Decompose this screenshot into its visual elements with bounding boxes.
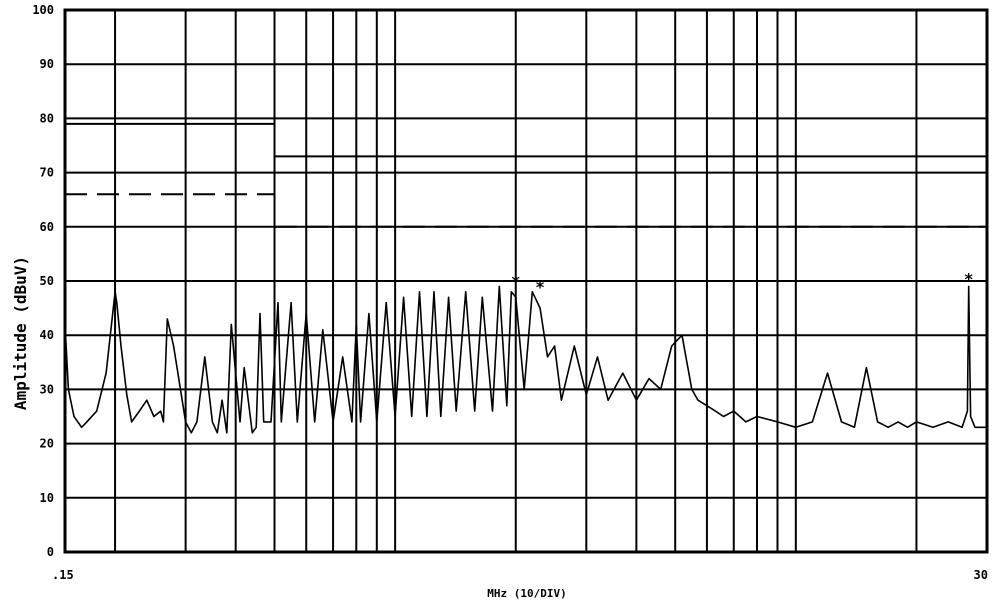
x-tick-label: .15	[52, 568, 74, 582]
peak-marker: *	[535, 277, 545, 296]
y-tick-label: 90	[40, 57, 54, 71]
limit-lines	[65, 122, 987, 228]
x-tick-label: 30	[974, 568, 988, 582]
y-tick-label: 60	[40, 220, 54, 234]
plot-frame	[63, 8, 989, 554]
y-tick-label: 10	[40, 491, 54, 505]
peak-marker: *	[511, 272, 521, 291]
y-tick-label: 80	[40, 111, 54, 125]
peak-marker: *	[964, 269, 974, 288]
y-tick-label: 20	[40, 437, 54, 451]
y-tick-label: 70	[40, 166, 54, 180]
y-tick-label: 30	[40, 382, 54, 396]
x-axis-title: MHz (10/DIV)	[487, 587, 566, 600]
y-tick-label: 40	[40, 328, 54, 342]
y-tick-label: 50	[40, 274, 54, 288]
y-axis-title: Amplitude (dBuV)	[11, 256, 30, 410]
y-tick-label: 0	[47, 545, 54, 559]
y-tick-label: 100	[32, 3, 54, 17]
tick-labels: 0 10 20 30 40 50 60 70 80 90 100 .15 30	[32, 3, 988, 582]
series-layer	[64, 285, 987, 434]
peak-markers: * * *	[511, 269, 974, 296]
plot-grid	[63, 8, 989, 554]
series-line	[64, 285, 987, 434]
